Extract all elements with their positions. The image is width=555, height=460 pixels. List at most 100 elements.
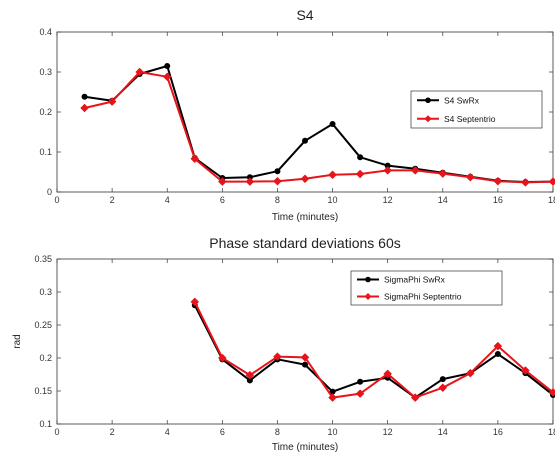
y-tick-label: 0.1 — [39, 147, 52, 157]
data-point — [107, 97, 117, 106]
legend-swatch-marker — [365, 276, 371, 283]
chart-title: S4 — [296, 7, 313, 23]
data-point — [493, 176, 503, 186]
data-point — [521, 366, 530, 375]
x-tick-label: 14 — [438, 427, 448, 437]
x-tick-label: 16 — [493, 195, 503, 205]
data-point — [439, 376, 446, 383]
x-axis-label: Time (minutes) — [272, 442, 338, 453]
data-point — [80, 103, 89, 113]
x-tick-label: 8 — [275, 195, 280, 205]
chart-2: Phase standard deviations 60s 0 2 4 6 8 10 12 14… — [12, 235, 555, 453]
data-point — [383, 166, 393, 175]
x-tick-label: 12 — [383, 427, 393, 437]
data-point — [164, 63, 171, 69]
x-tick-label: 4 — [165, 195, 170, 205]
data-point — [274, 168, 281, 175]
legend-entry: S4 Septentrio — [444, 114, 496, 124]
x-tick-label: 0 — [54, 427, 59, 437]
data-point — [329, 121, 336, 127]
data-point — [410, 393, 420, 402]
x-tick-label: 18 — [548, 427, 555, 437]
x-tick-label: 16 — [493, 427, 503, 437]
data-point — [300, 174, 310, 184]
data-point — [302, 137, 308, 144]
data-point — [493, 341, 503, 351]
x-tick-label: 18 — [548, 195, 555, 205]
data-point — [300, 352, 310, 362]
data-point — [438, 383, 448, 393]
series-2 — [190, 297, 555, 402]
data-point — [548, 177, 555, 186]
data-point — [217, 353, 227, 363]
data-point — [217, 177, 227, 186]
legend-box — [350, 270, 503, 306]
data-point — [302, 361, 308, 368]
data-point — [190, 297, 200, 307]
data-point — [410, 166, 420, 175]
x-tick-label: 14 — [438, 195, 448, 205]
data-point — [357, 378, 364, 385]
y-tick-label: 0.15 — [34, 386, 52, 396]
data-point — [273, 352, 282, 362]
y-tick-label: 0.2 — [39, 107, 52, 117]
data-point — [384, 162, 391, 169]
y-tick-label: 0.25 — [34, 320, 52, 330]
y-axis-label: rad — [12, 334, 23, 348]
x-tick-label: 2 — [110, 195, 115, 205]
series-2 — [80, 67, 555, 187]
legend-entry: SigmaPhi Septentrio — [384, 292, 462, 302]
data-point — [273, 176, 282, 186]
data-point — [190, 154, 200, 164]
data-point — [465, 172, 475, 182]
x-tick-label: 10 — [328, 195, 338, 205]
legend-swatch-marker — [425, 97, 431, 104]
y-tick-label: 0.3 — [39, 287, 52, 297]
x-tick-label: 6 — [220, 195, 225, 205]
data-point — [548, 387, 555, 397]
data-point — [494, 351, 501, 358]
x-axis-label: Time (minutes) — [272, 212, 338, 223]
y-tick-label: 0.3 — [39, 67, 52, 77]
legend-swatch-marker — [424, 115, 432, 123]
x-tick-label: 8 — [275, 427, 280, 437]
data-point — [328, 393, 337, 402]
chart-title: Phase standard deviations 60s — [209, 235, 400, 251]
data-point — [521, 178, 530, 187]
series-line — [84, 71, 554, 184]
data-point — [438, 169, 448, 178]
legend-entry: SigmaPhi SwRx — [384, 275, 446, 285]
x-tick-label: 10 — [328, 427, 338, 437]
data-point — [465, 368, 475, 378]
data-point — [246, 174, 253, 181]
y-tick-label: 0.35 — [34, 254, 52, 264]
legend-swatch-marker — [364, 293, 372, 300]
y-tick-label: 0 — [47, 187, 52, 197]
data-point — [383, 369, 393, 379]
data-point — [328, 170, 337, 180]
data-point — [81, 93, 88, 100]
legend: SigmaPhi SwRx SigmaPhi Septentrio — [350, 270, 503, 306]
data-point — [135, 67, 145, 77]
x-tick-label: 4 — [165, 427, 170, 437]
x-tick-label: 2 — [110, 427, 115, 437]
y-tick-label: 0.1 — [39, 419, 52, 429]
data-point — [329, 388, 336, 395]
data-point — [245, 370, 255, 380]
data-point — [162, 72, 172, 82]
data-point — [355, 169, 365, 179]
data-point — [245, 177, 255, 186]
x-tick-label: 12 — [383, 195, 393, 205]
x-tick-label: 0 — [54, 195, 59, 205]
y-tick-label: 0.2 — [39, 353, 52, 363]
series-line — [193, 304, 554, 399]
y-tick-label: 0.4 — [39, 27, 52, 37]
series-line — [193, 301, 554, 399]
legend-entry: S4 SwRx — [444, 95, 480, 105]
data-point — [355, 389, 365, 398]
x-tick-label: 6 — [220, 427, 225, 437]
chart-1: S4 0 2 4 6 8 10 12 14 16 18 0 0.1 0.2 0.3 0.4 Time (minu… — [39, 7, 555, 223]
data-point — [357, 154, 364, 161]
data-point — [246, 377, 253, 384]
